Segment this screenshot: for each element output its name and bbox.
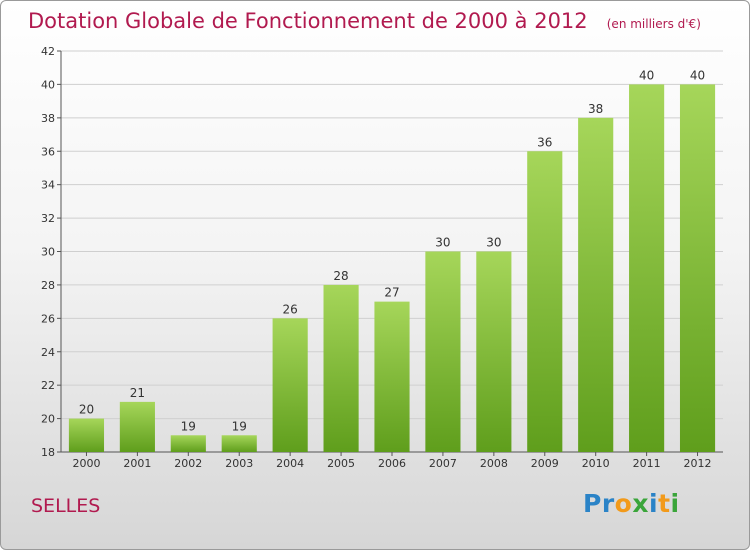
proxiti-logo[interactable]: Proxiti	[583, 489, 680, 518]
logo-letter: t	[658, 489, 671, 518]
data-label-2012: 40	[690, 68, 705, 82]
data-label-2003: 19	[232, 419, 247, 433]
bars	[68, 84, 716, 453]
x-tick-label: 2000	[72, 457, 100, 470]
data-label-2000: 20	[79, 403, 94, 417]
logo-letter: o	[614, 489, 633, 518]
bar-2011	[629, 84, 665, 453]
logo-letter: i	[649, 489, 659, 518]
bar-2009	[527, 151, 563, 452]
x-tick-label: 2003	[225, 457, 253, 470]
data-label-2001: 21	[130, 386, 145, 400]
logo-letter: i	[670, 489, 680, 518]
x-tick-label: 2002	[174, 457, 202, 470]
x-tick-label: 2008	[480, 457, 508, 470]
y-tick-label: 38	[41, 112, 55, 125]
bar-2010	[578, 117, 614, 452]
town-name: SELLES	[31, 495, 101, 517]
data-label-2008: 30	[486, 236, 501, 250]
y-tick-label: 28	[41, 279, 55, 292]
x-tick-label: 2004	[276, 457, 304, 470]
logo-letter: P	[583, 489, 602, 518]
data-label-2005: 28	[333, 269, 348, 283]
bar-2003	[221, 435, 257, 452]
x-tick-label: 2001	[123, 457, 151, 470]
data-label-2007: 30	[435, 236, 450, 250]
data-label-2006: 27	[384, 286, 399, 300]
data-label-2004: 26	[283, 302, 298, 316]
x-tick-label: 2006	[378, 457, 406, 470]
bar-2008	[476, 251, 512, 452]
data-label-2011: 40	[639, 68, 654, 82]
y-tick-label: 30	[41, 246, 55, 259]
x-tick-label: 2005	[327, 457, 355, 470]
tick-labels: 18 20 22 24 26 28 30 32 34 36 38 40 42 2000 2001 2002 20…	[41, 45, 712, 470]
bar-2004	[272, 318, 308, 452]
x-tick-label: 2010	[582, 457, 610, 470]
y-tick-label: 18	[41, 446, 55, 459]
bar-2007	[425, 251, 461, 452]
y-tick-label: 36	[41, 145, 55, 158]
x-tick-label: 2012	[684, 457, 712, 470]
logo-letter: r	[601, 489, 615, 518]
y-tick-label: 26	[41, 312, 55, 325]
x-tick-label: 2011	[633, 457, 661, 470]
data-label-2002: 19	[181, 419, 196, 433]
x-tick-label: 2009	[531, 457, 559, 470]
title-row: Dotation Globale de Fonctionnement de 20…	[28, 9, 701, 33]
bar-chart: 20 21 19 19 26 28 27 30 30 36 38 40 40 18 20 22 24 26 28 3…	[41, 45, 723, 470]
bar-2000	[68, 418, 105, 452]
bar-2012	[679, 84, 716, 453]
data-labels: 20 21 19 19 26 28 27 30 30 36 38 40 40	[79, 68, 705, 433]
bar-2005	[323, 284, 359, 452]
y-tick-label: 22	[41, 379, 55, 392]
y-tick-label: 34	[41, 179, 55, 192]
y-tick-label: 42	[41, 45, 55, 58]
bar-2006	[374, 301, 410, 452]
y-tick-label: 20	[41, 413, 55, 426]
chart-subtitle: (en milliers d'€)	[606, 17, 701, 31]
logo-letter: x	[632, 489, 649, 518]
data-label-2010: 38	[588, 102, 603, 116]
bar-2001	[119, 401, 155, 452]
data-label-2009: 36	[537, 135, 552, 149]
y-tick-label: 40	[41, 78, 55, 91]
x-tick-label: 2007	[429, 457, 457, 470]
y-tick-label: 32	[41, 212, 55, 225]
y-tick-label: 24	[41, 346, 55, 359]
chart-title: Dotation Globale de Fonctionnement de 20…	[28, 9, 588, 33]
bar-2002	[170, 435, 206, 452]
